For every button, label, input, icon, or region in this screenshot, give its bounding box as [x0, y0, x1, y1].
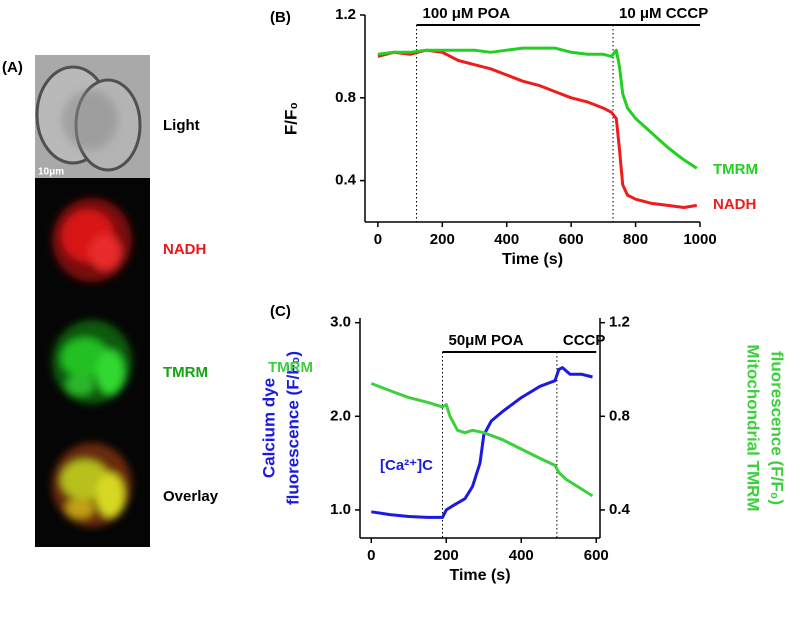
image-label: NADH [163, 241, 206, 258]
series-label: TMRM [713, 161, 758, 178]
y2-tick-label: 0.8 [609, 407, 630, 424]
panel-label: (A) [2, 59, 23, 76]
y2-axis-label: Mitochondrial TMRM [744, 344, 763, 511]
overlay-image [52, 443, 132, 527]
x-tick-label: 200 [430, 231, 455, 248]
series-line [370, 382, 594, 498]
y-axis-label: fluorescence (F/F₀) [283, 351, 302, 505]
panel-label: (C) [270, 303, 291, 320]
x-tick-label: 200 [434, 547, 459, 564]
series-label: NADH [713, 196, 756, 213]
event-label: CCCP [563, 332, 606, 349]
y-axis-label: Calcium dye [259, 378, 278, 478]
x-tick-label: 1000 [683, 231, 716, 248]
image-label: Light [163, 117, 200, 134]
chart: (C) 0 200 400 600 1.0 2.0 3.0 0.4 0.8 1.2 Time (s) C… [259, 303, 786, 584]
y2-tick-label: 1.2 [609, 314, 630, 331]
y-tick-label: 0.4 [335, 172, 357, 189]
series-label: [Ca²⁺]C [380, 457, 433, 474]
x-tick-label: 0 [374, 231, 382, 248]
panel-label: (B) [270, 9, 291, 26]
x-tick-label: 400 [509, 547, 534, 564]
x-axis-label: Time (s) [502, 251, 563, 268]
cell-texture [62, 90, 118, 150]
nadh-image [52, 198, 132, 282]
series-line [371, 366, 593, 519]
series-label: TMRM [268, 359, 313, 376]
y-tick-label: 2.0 [330, 407, 351, 424]
y-tick-label: 1.0 [330, 501, 351, 518]
x-tick-label: 400 [494, 231, 519, 248]
x-tick-label: 800 [623, 231, 648, 248]
y2-axis-label: fluorescence (F/F₀) [768, 351, 787, 505]
x-tick-label: 600 [584, 547, 609, 564]
scale-label: 10μm [38, 167, 64, 178]
image-label: Overlay [163, 488, 219, 505]
y-tick-label: 1.2 [335, 6, 356, 23]
y-tick-label: 0.8 [335, 89, 356, 106]
event-label: 50μM POA [449, 332, 524, 349]
image-label: TMRM [163, 364, 208, 381]
chart: (B) 0 200 400 600 800 1000 0.4 0.8 1.2 Time (s) F/F… [270, 5, 758, 268]
y-tick-label: 3.0 [330, 314, 351, 331]
series-line [377, 48, 698, 209]
tmrm-image [52, 320, 132, 404]
y2-tick-label: 0.4 [609, 501, 631, 518]
x-tick-label: 0 [367, 547, 375, 564]
event-label: 100 μM POA [423, 5, 511, 22]
microscopy-panel: (A) 10μm [2, 55, 150, 547]
event-label: 10 μM CCCP [619, 5, 708, 22]
series-line [377, 46, 698, 170]
x-tick-label: 600 [559, 231, 584, 248]
x-axis-label: Time (s) [449, 567, 510, 584]
y-axis-label: F/F₀ [281, 102, 300, 135]
